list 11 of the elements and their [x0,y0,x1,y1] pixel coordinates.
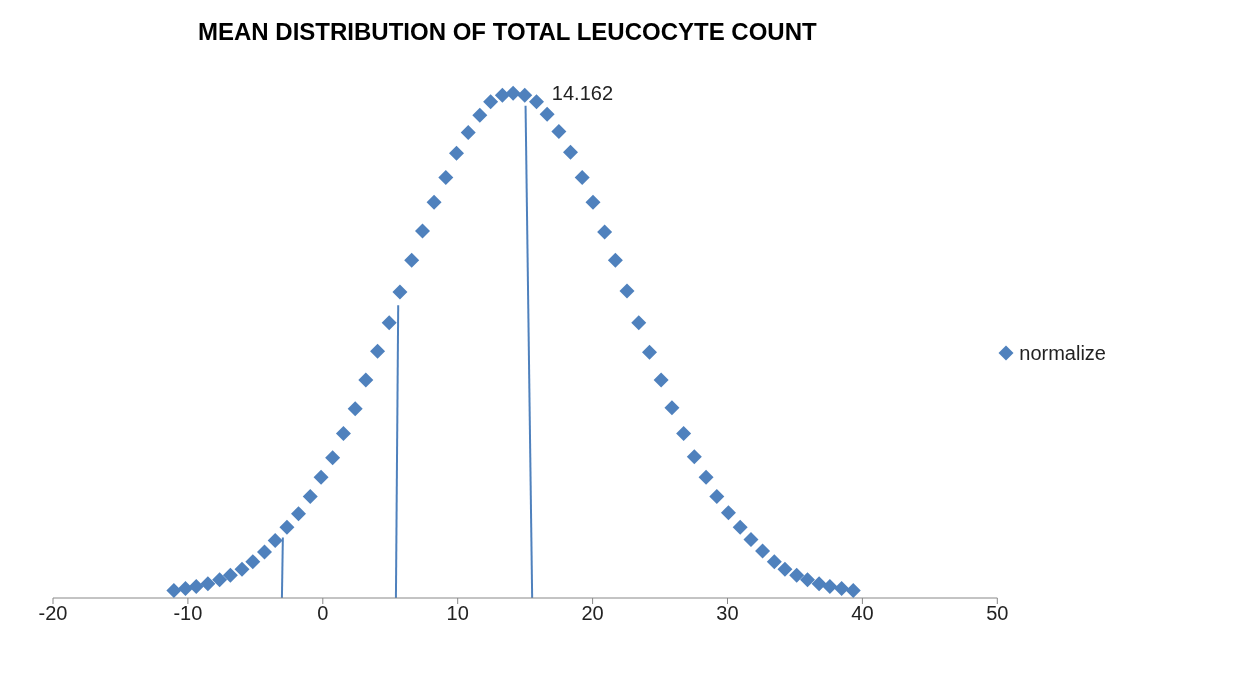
x-tick-label: 40 [851,602,874,625]
x-tick-label: 30 [716,602,739,625]
legend-label: normalize [1019,341,1106,365]
x-tick-label: -20 [38,602,68,625]
x-tick-label: -10 [173,602,203,625]
x-tick-label: 0 [317,602,329,625]
x-tick-label: 10 [446,602,469,625]
x-tick-label: 20 [581,602,604,625]
chart-title: MEAN DISTRIBUTION OF TOTAL LEUCOCYTE COUNT [197,17,818,47]
x-tick-label: 50 [986,602,1009,625]
annotation: 14.162 [551,82,614,105]
